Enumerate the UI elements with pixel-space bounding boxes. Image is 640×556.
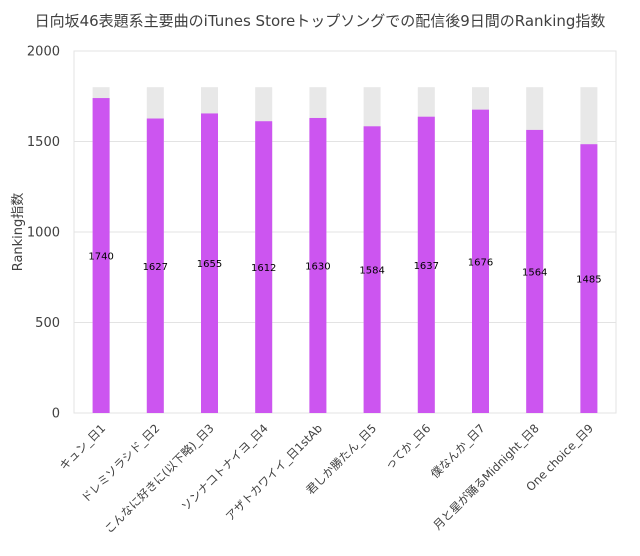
x-tick-label: 僕なんか_日7: [428, 421, 488, 481]
bar: [363, 126, 381, 414]
x-tick-label: こんなに好きに(以下略)_日3: [102, 421, 217, 536]
data-label: 1564: [522, 267, 547, 278]
bar: [255, 121, 273, 413]
bar: [580, 144, 598, 413]
data-label: 1627: [143, 262, 168, 273]
x-tick-label: アザトカワイイ_日1stAb: [223, 421, 325, 523]
bar: [526, 129, 544, 413]
data-label: 1630: [305, 261, 330, 272]
x-tick-label: 月と星が踊るMidnight_日8: [430, 421, 541, 532]
data-label: 1676: [468, 257, 493, 268]
x-tick-label: ってか_日6: [382, 421, 433, 472]
bar: [417, 116, 435, 413]
bar: [92, 98, 110, 413]
data-label: 1740: [88, 252, 113, 263]
data-label: 1637: [414, 261, 439, 272]
y-tick-label: 1000: [27, 226, 60, 241]
y-axis-title: Ranking指数: [11, 193, 26, 272]
y-tick-label: 2000: [27, 45, 60, 60]
y-tick-label: 0: [52, 407, 60, 422]
y-tick-label: 500: [35, 316, 60, 331]
data-label: 1584: [359, 266, 384, 277]
data-label: 1485: [576, 275, 601, 286]
bar: [472, 109, 489, 414]
bar: [146, 118, 164, 413]
bar: [201, 113, 218, 413]
chart-title: 日向坂46表題系主要曲のiTunes Storeトップソングでの配信後9日間のR…: [34, 12, 606, 30]
bar: [309, 117, 327, 413]
y-tick-label: 1500: [27, 135, 60, 150]
data-label: 1612: [251, 263, 276, 274]
data-label: 1655: [197, 259, 222, 270]
x-tick-label: キュン_日1: [57, 421, 109, 473]
